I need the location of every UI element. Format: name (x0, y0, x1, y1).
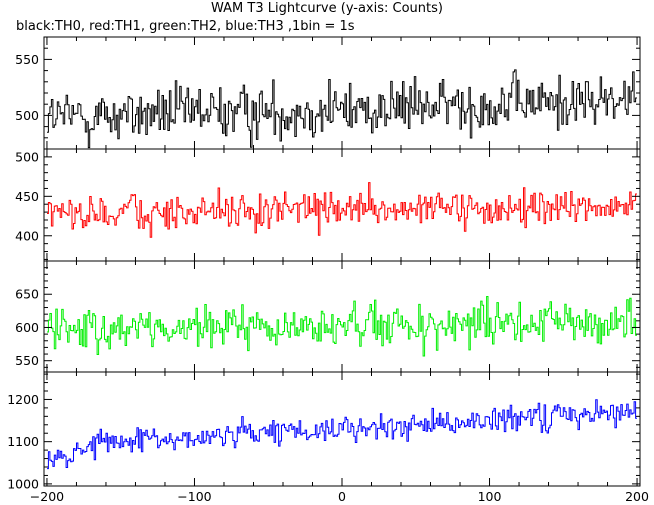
y-tick-label: 500 (15, 149, 39, 164)
chart-title: WAM T3 Lightcurve (y-axis: Counts) (211, 1, 443, 16)
x-tick-label: −200 (30, 489, 64, 504)
y-tick-label: 450 (15, 189, 39, 204)
series-th0-line (47, 69, 637, 149)
chart-subtitle: black:TH0, red:TH1, green:TH2, blue:TH3 … (16, 19, 355, 34)
y-tick-label: 1000 (7, 476, 39, 491)
y-tick-label: 1200 (7, 392, 39, 407)
y-tick-label: 550 (15, 52, 39, 67)
panel-frame-th2 (43, 260, 641, 373)
y-tick-label: 600 (15, 320, 39, 335)
y-tick-label: 400 (15, 228, 39, 243)
x-tick-label: 200 (625, 489, 649, 504)
panel-frame-th1 (43, 148, 641, 262)
x-tick-label: 0 (338, 489, 346, 504)
series-th1-line (47, 182, 637, 238)
x-tick-label: −100 (177, 489, 211, 504)
y-tick-label: 650 (15, 287, 39, 302)
y-tick-label: 1100 (7, 434, 39, 449)
x-tick-label: 100 (478, 489, 502, 504)
y-tick-label: 500 (15, 108, 39, 123)
series-th3-line (47, 399, 637, 470)
y-tick-label: 550 (15, 353, 39, 368)
series-th2-line (47, 296, 637, 357)
